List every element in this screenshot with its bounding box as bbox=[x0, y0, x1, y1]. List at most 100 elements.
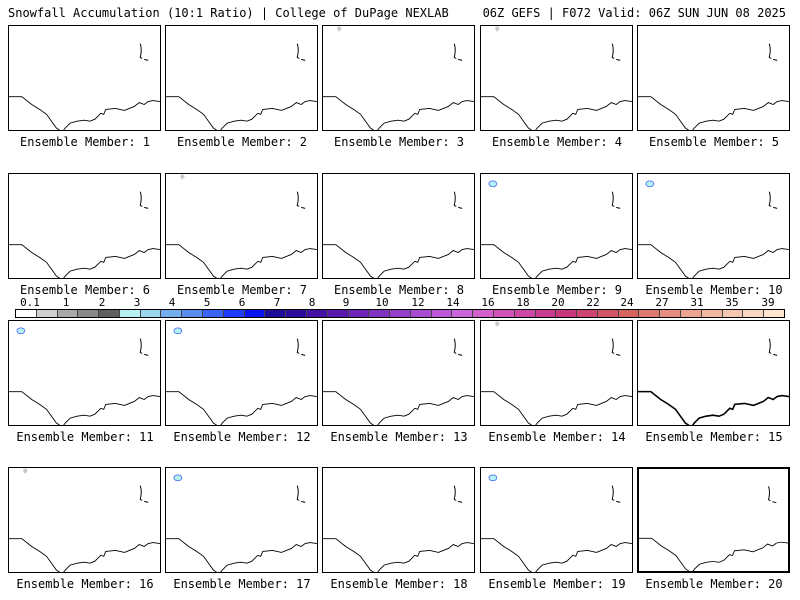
gulf-coastline bbox=[323, 538, 474, 572]
gulf-coastline bbox=[323, 96, 474, 130]
snow-contour-blue bbox=[16, 327, 26, 335]
colorbar-tick-label: 22 bbox=[586, 296, 600, 309]
island-outline bbox=[453, 191, 457, 207]
colorbar-swatch bbox=[701, 310, 723, 317]
colorbar-swatch bbox=[390, 310, 411, 317]
gulf-coastline bbox=[638, 96, 789, 130]
gulf-coastline bbox=[9, 538, 160, 572]
colorbar-swatch bbox=[431, 310, 453, 317]
snow-contour-blue bbox=[173, 327, 183, 335]
colorbar-swatch bbox=[265, 310, 287, 317]
member-map-panel bbox=[8, 173, 161, 279]
snow-contour-light bbox=[494, 321, 500, 327]
island-outline bbox=[296, 43, 300, 59]
island-outline bbox=[144, 500, 149, 503]
colorbar-swatch bbox=[306, 310, 328, 317]
coastline-map bbox=[481, 474, 632, 572]
colorbar-swatch bbox=[99, 310, 120, 317]
colorbar-swatch bbox=[743, 310, 765, 317]
colorbar-swatch bbox=[597, 310, 619, 317]
colorbar-tick-label: 4 bbox=[168, 296, 176, 309]
coastline-map bbox=[323, 485, 474, 572]
island-outline bbox=[773, 206, 778, 209]
colorbar-swatch bbox=[244, 310, 266, 317]
island-outline bbox=[301, 500, 306, 503]
colorbar-tick-label: 5 bbox=[203, 296, 211, 309]
coastline-map bbox=[9, 327, 160, 425]
member-map-panel bbox=[480, 173, 633, 279]
island-outline bbox=[139, 485, 143, 501]
coastline-map bbox=[481, 26, 632, 130]
snow-contour-light bbox=[494, 26, 500, 32]
colorbar-tick-label: 24 bbox=[620, 296, 634, 309]
coastline-map bbox=[638, 338, 789, 425]
colorbar-swatch bbox=[410, 310, 432, 317]
colorbar-tick-label: 3 bbox=[133, 296, 141, 309]
island-outline bbox=[768, 191, 772, 207]
gulf-coastline bbox=[323, 391, 474, 425]
gulf-coastline bbox=[9, 96, 160, 130]
gulf-coastline bbox=[166, 96, 317, 130]
colorbar-tick-label: 20 bbox=[551, 296, 565, 309]
colorbar-tick-label: 0.1 bbox=[20, 296, 40, 309]
ensemble-member-label: Ensemble Member: 4 bbox=[491, 135, 623, 149]
snowfall-colorbar bbox=[15, 309, 785, 318]
island-outline bbox=[611, 485, 615, 501]
ensemble-member-label: Ensemble Member: 1 bbox=[19, 135, 151, 149]
ensemble-member-label: Ensemble Member: 5 bbox=[648, 135, 780, 149]
island-outline bbox=[301, 353, 306, 356]
colorbar-tick-label: 2 bbox=[98, 296, 106, 309]
coastline-map bbox=[639, 486, 788, 571]
snow-contour-blue bbox=[173, 474, 183, 482]
colorbar-swatch bbox=[57, 310, 79, 317]
island-outline bbox=[767, 486, 771, 502]
coastline-map bbox=[481, 180, 632, 278]
member-map-panel bbox=[165, 25, 318, 131]
ensemble-member-label: Ensemble Member: 8 bbox=[333, 283, 465, 297]
island-outline bbox=[611, 191, 615, 207]
island-outline bbox=[768, 338, 772, 354]
colorbar-swatch bbox=[556, 310, 578, 317]
colorbar-swatch bbox=[722, 310, 744, 317]
member-map-panel bbox=[480, 467, 633, 573]
island-outline bbox=[458, 500, 463, 503]
colorbar-swatch bbox=[639, 310, 661, 317]
island-outline bbox=[139, 191, 143, 207]
island-outline bbox=[768, 43, 772, 59]
member-map-panel bbox=[322, 320, 475, 426]
member-map-panel bbox=[165, 467, 318, 573]
member-map-panel bbox=[637, 320, 790, 426]
ensemble-member-label: Ensemble Member: 7 bbox=[176, 283, 308, 297]
ensemble-member-label: Ensemble Member: 3 bbox=[333, 135, 465, 149]
island-outline bbox=[616, 206, 621, 209]
island-outline bbox=[611, 338, 615, 354]
colorbar-swatch bbox=[681, 310, 702, 317]
colorbar-swatch bbox=[660, 310, 681, 317]
member-map-panel bbox=[165, 173, 318, 279]
ensemble-member-label: Ensemble Member: 18 bbox=[330, 577, 468, 591]
colorbar-tick-label: 16 bbox=[481, 296, 495, 309]
colorbar-swatch bbox=[514, 310, 536, 317]
ensemble-member-label: Ensemble Member: 6 bbox=[19, 283, 151, 297]
colorbar-tick-label: 7 bbox=[273, 296, 281, 309]
coastline-map bbox=[323, 338, 474, 425]
member-map-panel bbox=[480, 320, 633, 426]
gulf-coastline bbox=[481, 96, 632, 130]
coastline-map bbox=[9, 468, 160, 572]
coastline-map bbox=[9, 43, 160, 130]
coastline-map bbox=[638, 180, 789, 278]
member-map-panel bbox=[637, 25, 790, 131]
island-outline bbox=[616, 353, 621, 356]
island-outline bbox=[616, 500, 621, 503]
coastline-map bbox=[166, 474, 317, 572]
colorbar-swatch bbox=[119, 310, 141, 317]
member-map-panel bbox=[480, 25, 633, 131]
gulf-coastline bbox=[166, 244, 317, 278]
island-outline bbox=[301, 58, 306, 61]
ensemble-member-label: Ensemble Member: 16 bbox=[16, 577, 154, 591]
island-outline bbox=[453, 43, 457, 59]
colorbar-swatch bbox=[618, 310, 640, 317]
coastline-map bbox=[166, 174, 317, 278]
ensemble-member-label: Ensemble Member: 20 bbox=[645, 577, 783, 591]
island-outline bbox=[772, 501, 777, 504]
